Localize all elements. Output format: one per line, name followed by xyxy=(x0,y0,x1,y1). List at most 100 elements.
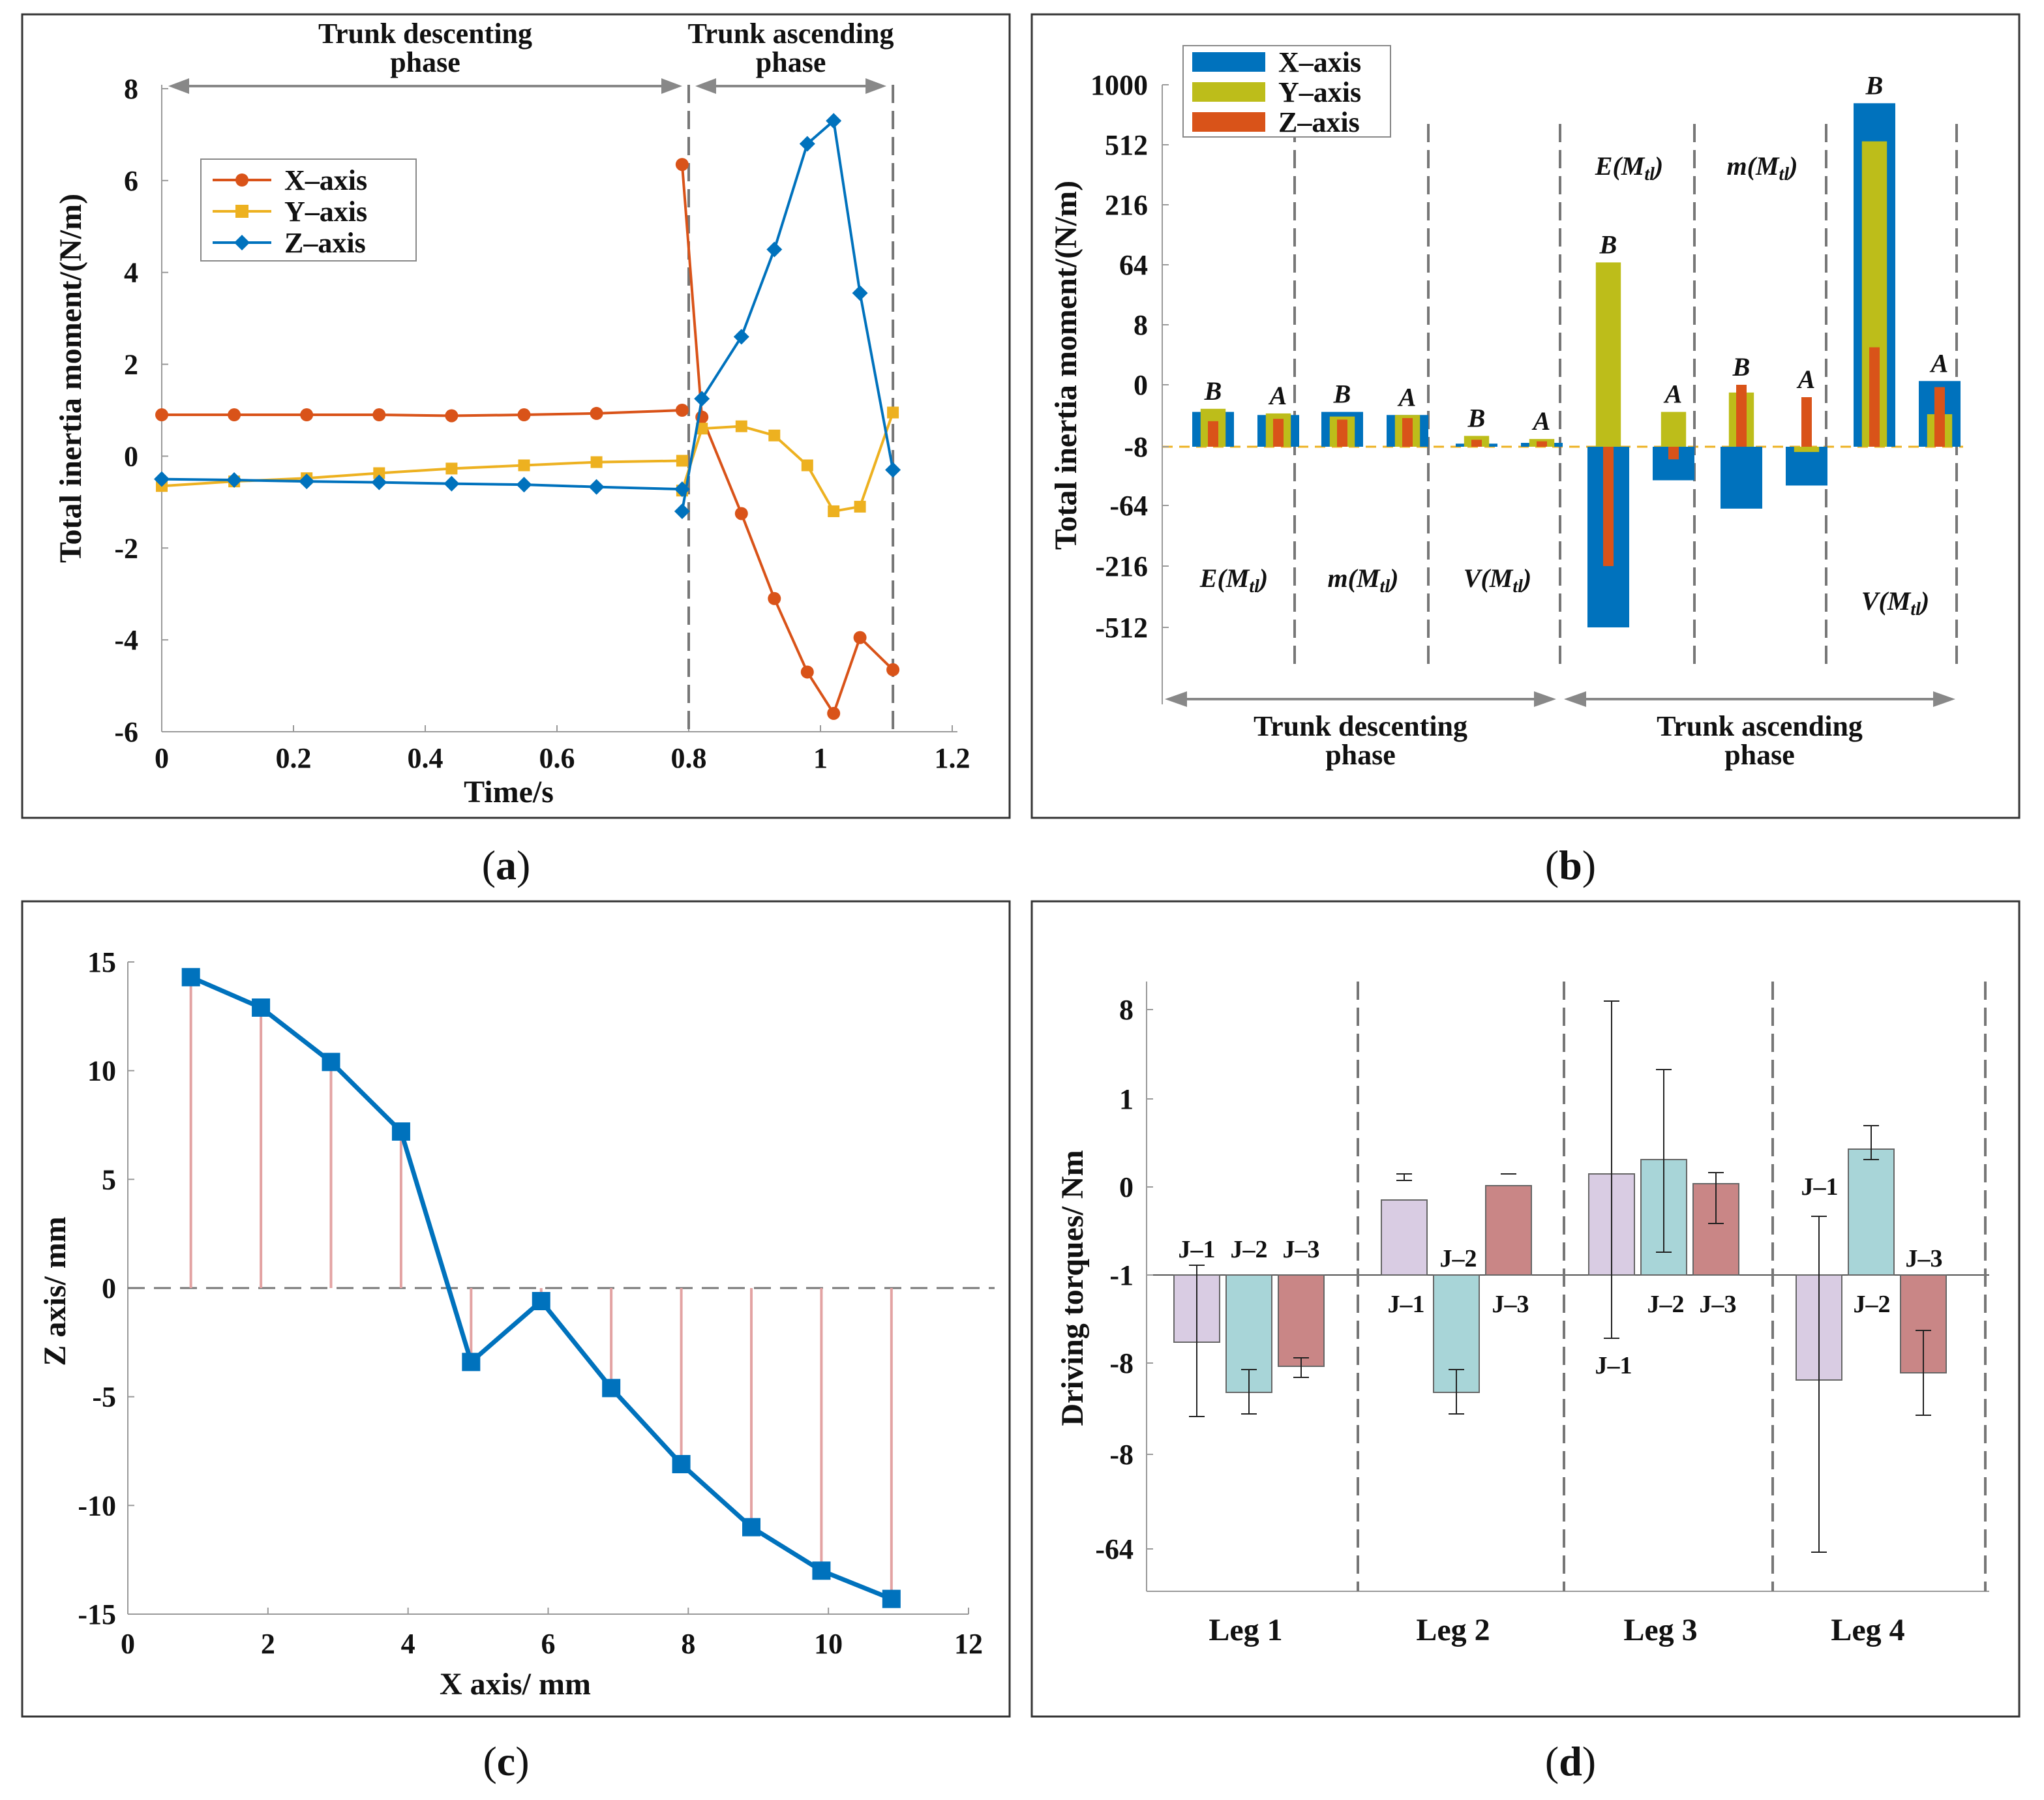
panel-c-xtick-label: 10 xyxy=(814,1628,843,1660)
panel-b-ytick-label: 0 xyxy=(1134,369,1148,401)
panel-a-series-line xyxy=(680,164,894,717)
panel-b-stat-close: ) xyxy=(1919,586,1929,616)
panel-a-phase-label-line2: phase xyxy=(756,46,826,78)
panel-b-bar xyxy=(1794,447,1820,453)
panel-b-phase-arrowhead-right xyxy=(1933,691,1955,707)
panel-a-phase-arrowhead-right xyxy=(661,78,682,94)
panel-a-ytick-label: 8 xyxy=(124,73,138,105)
panel-b-stat-name: m(M xyxy=(1328,563,1381,593)
panel-a-point xyxy=(735,420,747,432)
panel-d-joint-label: J–3 xyxy=(1492,1291,1529,1318)
panel-a-series-line xyxy=(161,477,682,491)
panel-a-chart: -6 -4 -2 0 2 4 6 8 0 0.2 0.4 0.6 0.8 1 1.2 Trunk desc… xyxy=(53,18,970,809)
panel-b-bar-tag: A xyxy=(1531,406,1551,436)
panel-d-joint-label: J–1 xyxy=(1801,1173,1839,1201)
panel-a-point xyxy=(226,472,243,488)
panel-b-stat-name: E(M xyxy=(1199,563,1250,593)
panel-a-point xyxy=(827,706,841,720)
panel-a-point xyxy=(885,462,901,478)
panel-b-phase-label-line2: phase xyxy=(1724,739,1795,771)
panel-d-ytick-label: -8 xyxy=(1109,1347,1134,1379)
panel-a-series-line xyxy=(162,409,682,417)
panel-a-point xyxy=(853,631,867,644)
panel-c-point xyxy=(812,1561,831,1580)
panel-d-joint-label: J–1 xyxy=(1595,1352,1632,1379)
panel-d-joint-label: J–3 xyxy=(1700,1291,1737,1318)
panel-a-ytick-label: 0 xyxy=(124,440,138,472)
panel-b-ytick-label: -8 xyxy=(1124,431,1148,463)
panel-a-point xyxy=(886,663,900,676)
panel-b-ylabel: Total inertia moment/(N/m) xyxy=(1049,181,1083,550)
panel-d-ytick-label: -8 xyxy=(1109,1439,1134,1471)
panel-a-legend-y: Y–axis xyxy=(284,196,367,228)
panel-a-phase-arrowhead-left xyxy=(168,78,189,94)
panel-a-ytick-label: 4 xyxy=(124,257,138,289)
panel-a-point xyxy=(443,475,460,492)
panel-b-phase-arrow xyxy=(1165,691,1556,707)
panel-b-legend-y: Y–axis xyxy=(1278,76,1361,108)
panel-a-point xyxy=(675,158,689,172)
panel-d-category-label: Leg 4 xyxy=(1831,1613,1904,1647)
panel-a-point xyxy=(517,408,531,422)
panel-c-point xyxy=(602,1379,621,1398)
panel-d-ylabel: Driving torques/ Nm xyxy=(1055,1150,1090,1426)
panel-a-point xyxy=(694,391,710,407)
panel-c-ytick-label: 10 xyxy=(87,1055,116,1087)
panel-c-point xyxy=(532,1292,550,1310)
panel-a-point xyxy=(300,408,314,422)
panel-b-bar-tag: B xyxy=(1333,380,1351,409)
panel-c-ytick-label: 0 xyxy=(102,1272,116,1304)
panel-b-legend: X–axis Y–axis Z–axis xyxy=(1182,45,1391,138)
panel-c-ylabel: Z axis/ mm xyxy=(38,1216,72,1366)
panel-c-ytick-label: -15 xyxy=(78,1598,116,1630)
panel-b-stat-name: m(M xyxy=(1727,151,1780,181)
panel-c-xtick-label: 6 xyxy=(541,1628,556,1660)
panel-a-series-line xyxy=(680,412,894,513)
panel-c-ytick-label: -10 xyxy=(78,1490,116,1522)
panel-b-bar xyxy=(1661,412,1687,447)
panel-a-point xyxy=(674,503,690,519)
panel-a-point xyxy=(799,136,815,152)
panel-d-caption: (d) xyxy=(1545,1738,1596,1784)
panel-c-point xyxy=(322,1053,340,1072)
panel-b-stat-sub: tl xyxy=(1779,164,1790,185)
panel-d-category-label: Leg 3 xyxy=(1623,1613,1697,1647)
panel-a-point xyxy=(852,285,868,301)
panel-b-group-label: m(Mtl) xyxy=(1328,563,1399,597)
panel-a-point xyxy=(590,456,603,468)
legend-z-marker xyxy=(234,235,250,250)
panel-b-ytick-label: 216 xyxy=(1105,189,1148,221)
panel-b-stat-close: ) xyxy=(1257,563,1268,593)
legend-y-marker xyxy=(235,205,248,218)
panel-a-xtick-label: 0.8 xyxy=(671,742,707,774)
panel-c-xtick-label: 0 xyxy=(121,1628,135,1660)
panel-c-frame xyxy=(21,900,1011,1718)
panel-b-bar-tag: A xyxy=(1929,348,1949,378)
panel-b-frame xyxy=(1030,13,2021,819)
panel-b-phase-arrow xyxy=(1564,691,1955,707)
panel-a-point xyxy=(445,462,458,475)
panel-b-stat-sub: tl xyxy=(1380,577,1390,597)
panel-b-stat-name: V(M xyxy=(1464,563,1514,593)
panel-d-ytick-label: -64 xyxy=(1095,1533,1134,1565)
panel-c-point xyxy=(391,1122,410,1141)
panel-c-xtick-label: 2 xyxy=(261,1628,275,1660)
panel-a-point xyxy=(372,408,386,422)
panel-d-bar xyxy=(1225,1274,1272,1393)
panel-b-bar xyxy=(1668,447,1679,460)
panel-a-xtick-label: 0.6 xyxy=(539,742,575,774)
panel-a-point xyxy=(887,406,899,419)
panel-a-point xyxy=(516,477,532,493)
panel-a-point xyxy=(768,592,781,605)
panel-a-point xyxy=(154,471,170,487)
panel-b-stat-close: ) xyxy=(1521,563,1531,593)
panel-b-bar-tag: B xyxy=(1467,403,1486,432)
panel-b-stat-sub: tl xyxy=(1910,599,1921,620)
panel-a-series-2 xyxy=(154,113,901,519)
panel-a-legend-x: X–axis xyxy=(284,164,367,196)
panel-b-group-label: E(Mtl) xyxy=(1595,151,1663,185)
panel-b-bar xyxy=(1801,397,1812,447)
panel-b-ytick-label: -64 xyxy=(1109,490,1148,522)
panel-b-group-label: m(Mtl) xyxy=(1727,151,1798,185)
panel-a-phase-arrowhead-left xyxy=(695,78,716,94)
